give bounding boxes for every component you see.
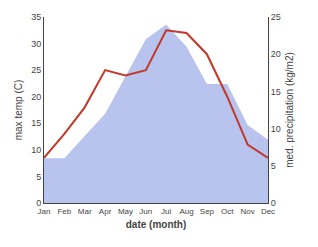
- svg-text:30: 30: [31, 39, 41, 49]
- svg-text:Nov: Nov: [241, 207, 255, 216]
- svg-text:25: 25: [31, 65, 41, 75]
- svg-text:Sep: Sep: [200, 207, 215, 216]
- svg-text:20: 20: [271, 49, 281, 59]
- svg-text:med. precipitation (kg/m2): med. precipitation (kg/m2): [284, 52, 295, 168]
- svg-text:Apr: Apr: [99, 207, 112, 216]
- svg-text:15: 15: [271, 87, 281, 97]
- svg-text:Jun: Jun: [139, 207, 152, 216]
- svg-text:5: 5: [271, 161, 276, 171]
- svg-text:Mar: Mar: [78, 207, 92, 216]
- svg-text:20: 20: [31, 92, 41, 102]
- svg-text:Oct: Oct: [221, 207, 234, 216]
- svg-text:10: 10: [31, 145, 41, 155]
- svg-text:Dec: Dec: [261, 207, 275, 216]
- svg-text:Jan: Jan: [38, 207, 51, 216]
- svg-text:25: 25: [271, 12, 281, 22]
- svg-text:15: 15: [31, 118, 41, 128]
- svg-text:0: 0: [36, 198, 41, 208]
- svg-text:Aug: Aug: [179, 207, 193, 216]
- svg-text:10: 10: [271, 124, 281, 134]
- svg-text:May: May: [118, 207, 133, 216]
- svg-text:Feb: Feb: [57, 207, 71, 216]
- svg-text:date (month): date (month): [126, 219, 187, 230]
- svg-text:5: 5: [36, 172, 41, 182]
- svg-text:35: 35: [31, 12, 41, 22]
- svg-text:0: 0: [271, 198, 276, 208]
- svg-text:max temp (C): max temp (C): [13, 80, 24, 141]
- svg-text:Jul: Jul: [161, 207, 171, 216]
